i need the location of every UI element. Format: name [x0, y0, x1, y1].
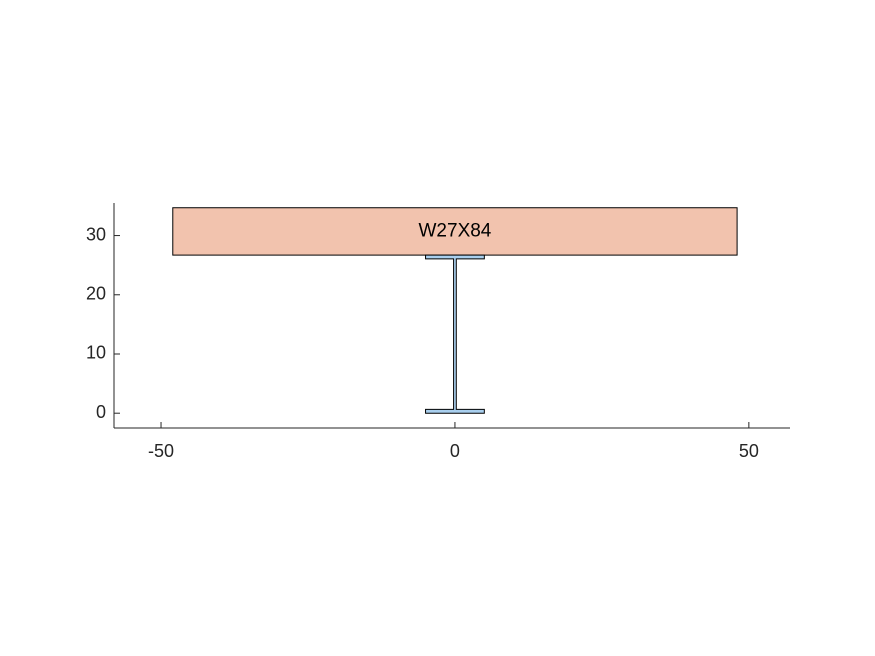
plot-area: W27X84 0 10 20 30 -50 0 50	[86, 203, 790, 461]
concrete-slab	[172, 207, 738, 256]
steel-beam	[425, 254, 485, 414]
x-tick-label: 50	[739, 441, 759, 461]
y-tick-label: 0	[96, 402, 106, 422]
y-tick-label: 10	[86, 343, 106, 363]
y-tick-label: 30	[86, 224, 106, 244]
y-axis: 0 10 20 30	[86, 203, 120, 428]
x-tick-label: -50	[148, 441, 174, 461]
section-label: W27X84	[419, 220, 492, 241]
section-shapes	[172, 207, 738, 414]
x-tick-label: 0	[450, 441, 460, 461]
x-axis: -50 0 50	[114, 422, 790, 461]
y-tick-label: 20	[86, 284, 106, 304]
